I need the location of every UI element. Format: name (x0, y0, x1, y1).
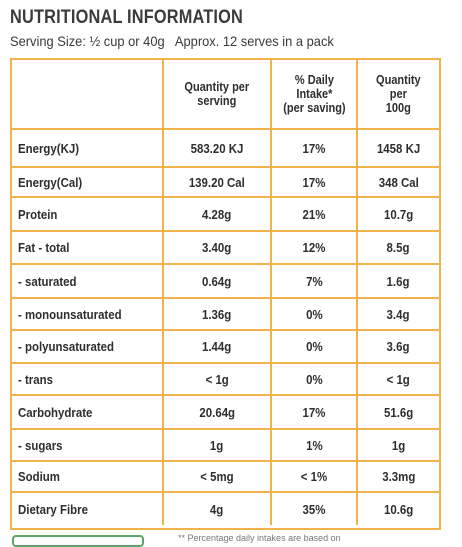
cell-per-100g: 10.6g (383, 501, 414, 517)
table-row: - polyunsaturated 1.44g 0% 3.6g (12, 331, 439, 364)
cell-daily-intake: 0% (272, 364, 358, 394)
cell-per-100g: 8.5g (387, 240, 410, 255)
cell-per-100g: 3.3mg (381, 469, 416, 484)
footer-badge (12, 535, 144, 547)
cell-per-100g: 1.6g (387, 273, 410, 289)
cell-nutrient: - sugars (12, 430, 164, 460)
cell-nutrient: - polyunsaturated (12, 331, 164, 362)
header-cell-nutrient (12, 60, 164, 128)
table-row: - monounsaturated 1.36g 0% 3.4g (12, 299, 439, 331)
cell-daily-intake: 0% (272, 331, 358, 362)
cell-nutrient: Fat - total (12, 232, 164, 263)
table-row: - trans < 1g 0% < 1g (12, 364, 439, 396)
page-title: NUTRITIONAL INFORMATION (10, 7, 244, 28)
cell-daily-intake: 1% (272, 430, 358, 460)
cell-per-100g: 10.7g (383, 206, 414, 222)
cell-daily-intake: 7% (272, 265, 358, 297)
cell-per-100g: < 1g (386, 371, 411, 387)
serving-size: Serving Size: ½ cup or 40g (10, 33, 165, 49)
cell-nutrient: Energy(KJ) (12, 130, 164, 166)
cell-per-100g: 1458 KJ (376, 140, 421, 156)
cell-nutrient: Sodium (12, 462, 164, 491)
table-row: Dietary Fibre 4g 35% 10.6g (12, 493, 439, 525)
cell-per-serving: < 1g (164, 364, 272, 394)
cell-nutrient: Energy(Cal) (12, 168, 164, 196)
cell-per-100g: 3.4g (387, 306, 410, 322)
cell-nutrient: Dietary Fibre (12, 493, 164, 525)
nutrition-table: Quantity per serving % Daily Intake* (pe… (10, 58, 441, 530)
table-row: Carbohydrate 20.64g 17% 51.6g (12, 396, 439, 430)
cell-nutrient: Protein (12, 198, 164, 230)
cell-per-serving: < 5mg (164, 462, 272, 491)
cell-per-100g: 348 Cal (378, 174, 419, 190)
cell-nutrient: - saturated (12, 265, 164, 297)
table-header-row: Quantity per serving % Daily Intake* (pe… (12, 60, 439, 130)
cell-per-100g: 3.6g (387, 339, 410, 354)
cell-per-serving: 20.64g (164, 396, 272, 428)
header-cell-daily-intake: % Daily Intake* (per saving) (272, 60, 358, 128)
table-row: Sodium < 5mg < 1% 3.3mg (12, 462, 439, 493)
cell-per-100g: 51.6g (383, 404, 414, 420)
cell-daily-intake: 0% (272, 299, 358, 329)
cell-daily-intake: 35% (272, 493, 358, 525)
cell-daily-intake: 17% (272, 396, 358, 428)
cell-nutrient: - monounsaturated (12, 299, 164, 329)
cell-daily-intake: 21% (272, 198, 358, 230)
cell-per-serving: 0.64g (164, 265, 272, 297)
table-row: Protein 4.28g 21% 10.7g (12, 198, 439, 232)
cell-per-serving: 4.28g (164, 198, 272, 230)
cell-per-serving: 583.20 KJ (164, 130, 272, 166)
cell-nutrient: - trans (12, 364, 164, 394)
cell-per-serving: 139.20 Cal (164, 168, 272, 196)
header-cell-per-100g: Quantity per 100g (376, 73, 421, 115)
table-row: Fat - total 3.40g 12% 8.5g (12, 232, 439, 265)
cell-per-serving: 1.44g (164, 331, 272, 362)
serves-per-pack: Approx. 12 serves in a pack (174, 33, 334, 49)
cell-per-serving: 1g (164, 430, 272, 460)
cell-daily-intake: < 1% (272, 462, 358, 491)
cell-nutrient: Carbohydrate (12, 396, 164, 428)
cell-daily-intake: 17% (272, 168, 358, 196)
cell-daily-intake: 17% (272, 130, 358, 166)
cell-per-serving: 3.40g (164, 232, 272, 263)
cell-per-serving: 1.36g (164, 299, 272, 329)
table-row: - sugars 1g 1% 1g (12, 430, 439, 462)
table-row: Energy(Cal) 139.20 Cal 17% 348 Cal (12, 168, 439, 198)
footnote: ** Percentage daily intakes are based on (178, 533, 341, 543)
header-cell-per-serving: Quantity per serving (164, 60, 272, 128)
cell-per-serving: 4g (164, 493, 272, 525)
cell-per-100g: 1g (391, 437, 406, 453)
table-row: - saturated 0.64g 7% 1.6g (12, 265, 439, 299)
cell-daily-intake: 12% (272, 232, 358, 263)
table-row: Energy(KJ) 583.20 KJ 17% 1458 KJ (12, 130, 439, 168)
serving-info: Serving Size: ½ cup or 40g Approx. 12 se… (10, 33, 341, 49)
